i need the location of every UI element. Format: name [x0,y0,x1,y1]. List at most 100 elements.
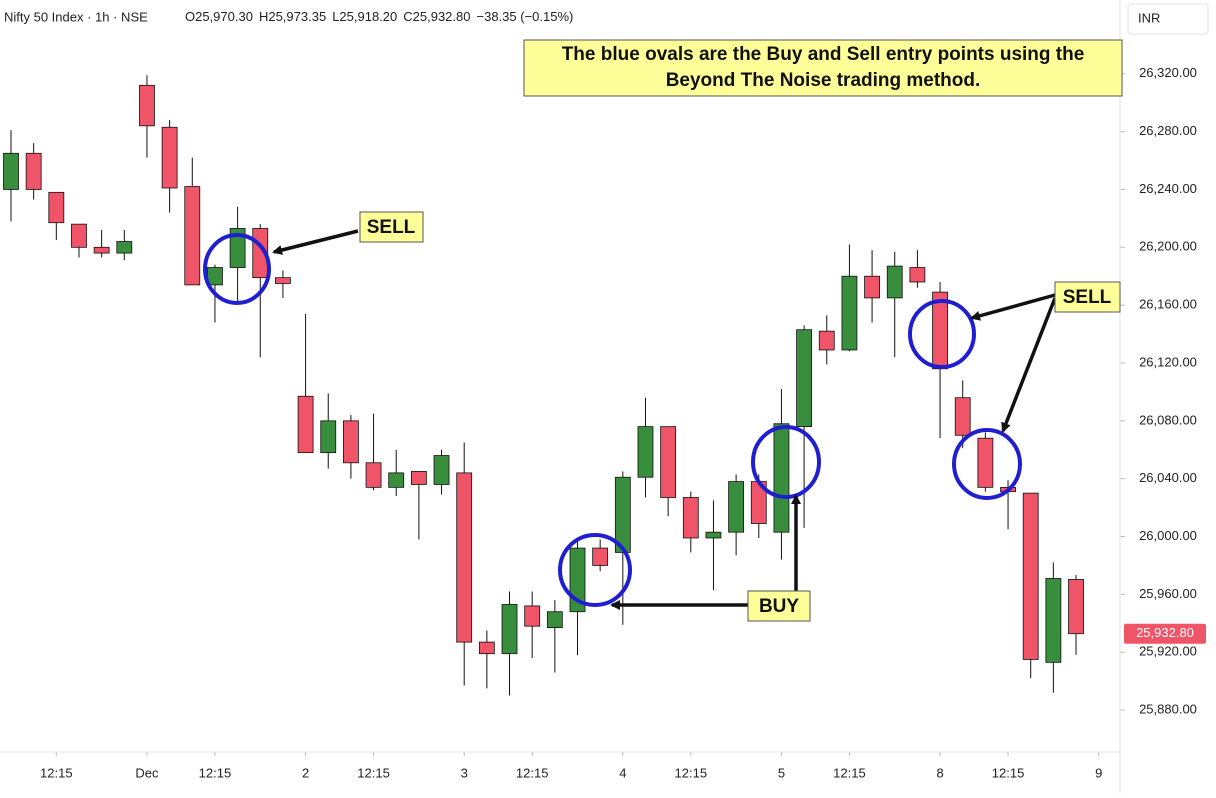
note-box [523,39,1123,97]
candle-body [864,275,880,299]
candle-body [71,223,87,248]
y-tick-label: 25,880.00 [1139,701,1197,716]
candle-body [660,426,677,498]
candle-body [773,423,790,533]
candle-body [886,265,903,299]
candle-body [433,455,450,485]
y-tick-label: 26,120.00 [1139,354,1197,369]
y-tick-label: 26,240.00 [1139,181,1197,196]
candle-body [682,497,699,539]
sell-tag: SELL [1063,287,1112,308]
buy-tag: BUY [759,596,799,617]
x-tick-label: 8 [936,765,943,780]
candle-body [1022,492,1039,660]
candle-body [161,126,178,189]
arrow [1001,297,1057,433]
candle-body [841,275,858,351]
candle-body [1045,578,1062,663]
candle-body [229,228,246,268]
entry-oval [203,233,271,305]
x-tick-label: 12:15 [675,765,708,780]
x-tick-label: 9 [1095,765,1102,780]
currency-box [1127,3,1209,35]
quote-change: −38.35 (−0.15%) [477,9,574,24]
last-price-box [1124,623,1206,644]
x-tick-label: 12:15 [992,765,1025,780]
candle-body [320,420,337,454]
header-symbol: Nifty 50 Index · 1h · NSE [4,9,148,24]
candle-body [342,420,359,464]
candle-body [954,397,971,436]
candle-body [977,437,994,488]
quote-value: O25,970.30 [185,9,253,24]
x-tick-label: 12:15 [199,765,232,780]
candle-body [909,267,926,283]
x-tick-label: 12:15 [357,765,390,780]
x-tick-label: 2 [302,765,309,780]
candle-body [184,186,201,286]
candle-body [705,531,722,539]
candle-body [3,152,19,190]
x-tick-label: 4 [619,765,626,780]
x-tick-label: 5 [778,765,785,780]
sell-tag: SELL [367,217,416,238]
arrow [272,229,359,255]
entry-oval [751,425,821,499]
candle-body [637,426,654,478]
sell-tag-box [359,211,424,243]
candle-body [388,472,405,488]
candle-body [728,481,745,533]
y-tick-label: 26,320.00 [1139,65,1197,80]
candle-body [1068,579,1084,635]
quote-value: C25,932.80 [403,9,470,24]
candle-body [796,329,812,428]
y-tick-label: 26,160.00 [1139,297,1197,312]
plot-area [3,73,1125,756]
entry-oval [558,533,632,607]
candle-body [207,267,223,286]
y-tick-label: 26,040.00 [1139,470,1197,485]
candle-body [275,277,291,284]
candle-body [410,471,427,485]
candle-body [546,611,563,629]
quote-value: H25,973.35 [259,9,326,24]
y-tick-label: 26,000.00 [1139,528,1197,543]
candle-body [116,241,133,254]
y-tick-label: 25,920.00 [1139,644,1197,659]
candle-body [25,152,42,190]
candle-body [365,462,382,488]
last-price-label: 25,932.80 [1136,625,1194,640]
candle-body [297,395,314,454]
candle-body [592,547,609,566]
arrow [970,293,1056,321]
currency: INR [1138,10,1160,25]
entry-oval [908,299,976,369]
y-tick-label: 26,200.00 [1139,239,1197,254]
x-tick-label: 12:15 [40,765,73,780]
candle-body [501,604,518,655]
x-tick-label: Dec [135,765,159,780]
candle-body [524,605,541,627]
header-quote: O25,970.30 H25,973.35 L25,918.20 C25,932.80… [185,9,573,24]
note-line: The blue ovals are the Buy and Sell entr… [562,44,1085,65]
note-line: Beyond The Noise trading method. [666,70,981,91]
y-tick-label: 25,960.00 [1139,586,1197,601]
candle-body [139,84,155,127]
candle-body [478,641,495,655]
candle-body [48,191,65,224]
y-tick-label: 26,280.00 [1139,123,1197,138]
x-tick-label: 3 [461,765,468,780]
buy-tag-box [747,590,811,622]
candle-body [818,330,835,351]
candle-body [93,246,110,254]
x-tick-label: 12:15 [516,765,549,780]
entry-ovals [203,233,1022,607]
candle-body [456,472,473,643]
quote-value: L25,918.20 [332,9,397,24]
sell-tag-box [1054,281,1121,313]
y-tick-label: 26,080.00 [1139,412,1197,427]
candle-body [614,476,631,553]
x-tick-label: 12:15 [833,765,866,780]
